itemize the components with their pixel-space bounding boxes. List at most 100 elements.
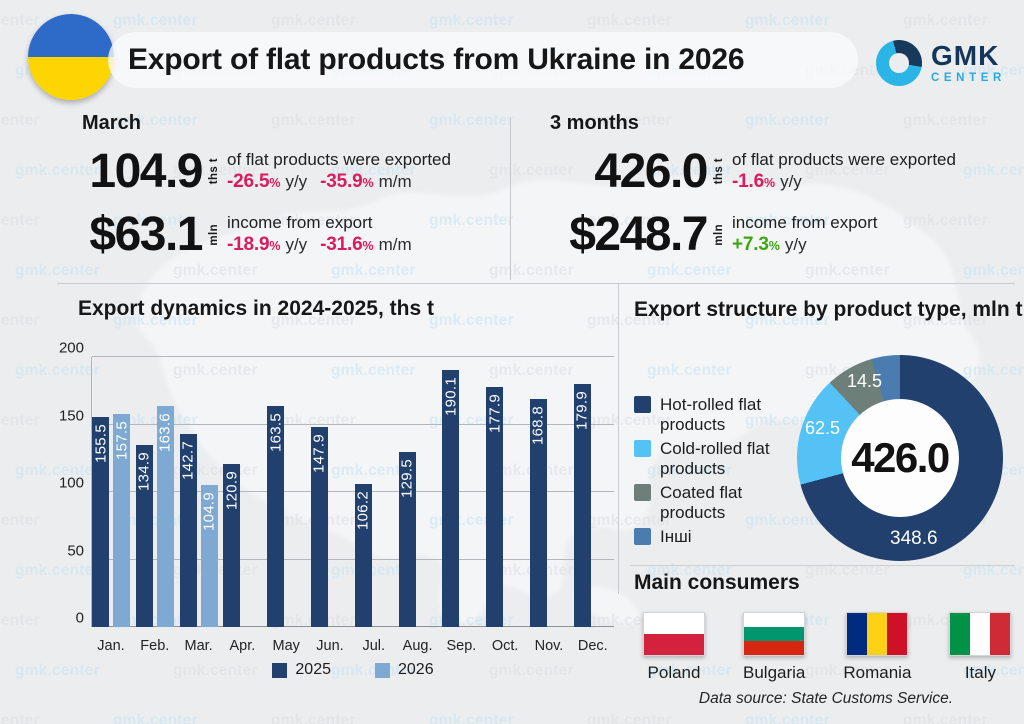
watermark-text: gmk.center <box>805 662 890 679</box>
watermark-text: gmk.center <box>429 112 514 129</box>
legend-label: 2025 <box>295 661 331 678</box>
stat-unit: ths t <box>208 158 220 185</box>
bar-value-label: 104.9 <box>200 492 218 532</box>
flag-stripe <box>847 613 868 655</box>
watermark-text: gmk.center <box>0 12 40 29</box>
flag-stripe <box>867 613 888 655</box>
slice-value-coated: 14.5 <box>847 371 883 391</box>
watermark-text: gmk.center <box>331 362 416 379</box>
bar-group: 129.5 Aug. <box>398 357 437 654</box>
bar-2026: 163.6 <box>156 406 174 627</box>
bar-chart-legend: 2025 2026 <box>92 661 614 679</box>
pct-sign: % <box>763 176 776 190</box>
bar-value-label: 163.6 <box>156 413 174 453</box>
watermark-text: gmk.center <box>489 362 574 379</box>
stat-value-income: $63.1 <box>89 207 203 261</box>
bar-2025: 129.5 <box>398 452 416 627</box>
section-divider-horizontal <box>57 283 1015 284</box>
flag-stripe <box>887 613 908 655</box>
watermark-text: gmk.center <box>271 712 356 724</box>
watermark-text: gmk.center <box>647 262 732 279</box>
watermark-text: gmk.center <box>113 712 198 724</box>
watermark-text: gmk.center <box>745 512 830 529</box>
pct-sign: % <box>269 176 281 190</box>
bar-2026: 157.5 <box>113 414 130 627</box>
pct-label: y/y <box>285 235 308 254</box>
watermark-text: gmk.center <box>271 212 356 229</box>
pct-sign: % <box>362 239 374 253</box>
stat-unit: ths t <box>713 158 725 185</box>
watermark-text: gmk.center <box>113 112 198 129</box>
watermark-text: gmk.center <box>963 662 1024 679</box>
donut-legend-item: Cold-rolled flat products <box>634 439 794 479</box>
stats-divider <box>510 118 511 280</box>
gmk-center-logo: GMK CENTER <box>876 40 1006 86</box>
stat-block-3-months: 3 months 426.0 ths t of flat products we… <box>542 112 1022 261</box>
watermark-text: gmk.center <box>963 162 1024 179</box>
watermark-text: gmk.center <box>805 262 890 279</box>
bar-2025: 179.9 <box>573 384 591 627</box>
stat-desc: income from export <box>227 213 373 232</box>
logo-name: GMK <box>931 39 1000 71</box>
bar-group: 190.1 Sep. <box>442 357 480 654</box>
legend-swatch <box>634 440 651 458</box>
bar-2025: 177.9 <box>486 386 504 627</box>
slice-value-hot-rolled: 348.6 <box>890 528 938 549</box>
watermark-text: gmk.center <box>271 412 356 429</box>
title-banner <box>108 32 858 88</box>
pct-label: y/y <box>780 172 802 191</box>
watermark-text: gmk.center <box>0 312 40 329</box>
watermark-text: gmk.center <box>903 12 988 29</box>
legend-label: Hot-rolled flat products <box>660 395 762 435</box>
consumers-divider <box>630 565 1015 566</box>
watermark-text: gmk.center <box>647 662 732 679</box>
y-axis-tick: 100 <box>58 474 84 492</box>
gridline <box>92 625 614 627</box>
watermark-text: gmk.center <box>587 412 672 429</box>
legend-swatch <box>634 528 651 546</box>
stat-desc: of flat products were exported <box>732 150 956 169</box>
watermark-text: gmk.center <box>587 712 672 724</box>
watermark-text: gmk.center <box>0 612 40 629</box>
bar-2025: 155.5 <box>92 417 109 627</box>
pct-label: y/y <box>784 235 807 254</box>
donut-legend-item: Інші <box>634 527 794 547</box>
watermark-text: gmk.center <box>745 212 830 229</box>
watermark-text: gmk.center <box>0 712 40 724</box>
flag-stripe <box>970 613 991 655</box>
legend-swatch <box>634 396 651 413</box>
stat-row-income: $63.1 mln income from export -18.9% y/y … <box>62 208 507 261</box>
x-axis-label: Jul. <box>362 638 386 654</box>
legend-label: 2026 <box>398 661 434 678</box>
bar-2025: 163.5 <box>267 406 285 627</box>
bar-value-label: 168.8 <box>529 406 547 446</box>
bar-group: 155.5 157.5 Jan. <box>92 357 130 654</box>
watermark-text: gmk.center <box>331 462 416 479</box>
stat-block-march: March 104.9 ths t of flat products were … <box>62 112 507 261</box>
watermark-text: gmk.center <box>15 662 100 679</box>
bar-value-label: 147.9 <box>310 434 328 474</box>
x-axis-label: Oct. <box>491 638 519 654</box>
watermark-text: gmk.center <box>0 412 40 429</box>
donut-chart-title: Export structure by product type, mln t <box>634 298 1023 321</box>
bar-value-label: 106.2 <box>354 490 372 530</box>
consumer-name: Romania <box>843 663 912 682</box>
watermark-text: gmk.center <box>745 712 830 724</box>
watermark-text: gmk.center <box>647 162 732 179</box>
watermark-text: gmk.center <box>647 362 732 379</box>
x-axis-label: Jan. <box>97 638 125 654</box>
watermark-text: gmk.center <box>745 12 830 29</box>
watermark-text: gmk.center <box>15 562 100 579</box>
bar-group: 147.9 Jun. <box>310 357 349 654</box>
pct-label: m/m <box>378 235 412 254</box>
legend-item-2026: 2026 <box>375 661 434 679</box>
watermark-text: gmk.center <box>271 312 356 329</box>
legend-swatch <box>272 662 288 678</box>
watermark-text: gmk.center <box>489 662 574 679</box>
bar-value-label: 120.9 <box>223 470 241 510</box>
page-title: Export of flat products from Ukraine in … <box>128 43 745 76</box>
watermark-text: gmk.center <box>271 12 356 29</box>
consumer-italy: Italy <box>949 612 1012 683</box>
consumer-name: Italy <box>964 663 997 682</box>
